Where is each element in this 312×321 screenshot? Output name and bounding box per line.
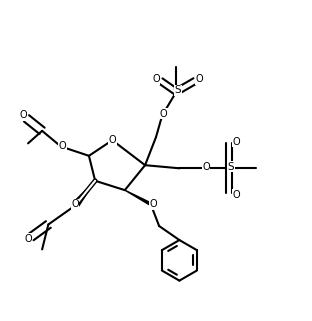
Text: O: O — [20, 110, 27, 120]
Text: O: O — [71, 199, 79, 209]
Text: S: S — [227, 162, 234, 172]
Polygon shape — [72, 181, 95, 208]
Text: O: O — [202, 162, 210, 172]
Text: O: O — [152, 74, 160, 84]
Text: O: O — [59, 142, 66, 152]
Text: O: O — [196, 74, 203, 84]
Text: S: S — [174, 85, 181, 95]
Text: O: O — [24, 233, 32, 244]
Text: O: O — [232, 137, 240, 147]
Text: O: O — [160, 109, 168, 119]
Text: O: O — [109, 135, 116, 145]
Text: O: O — [149, 199, 157, 209]
Polygon shape — [125, 190, 154, 207]
Text: O: O — [232, 190, 240, 200]
